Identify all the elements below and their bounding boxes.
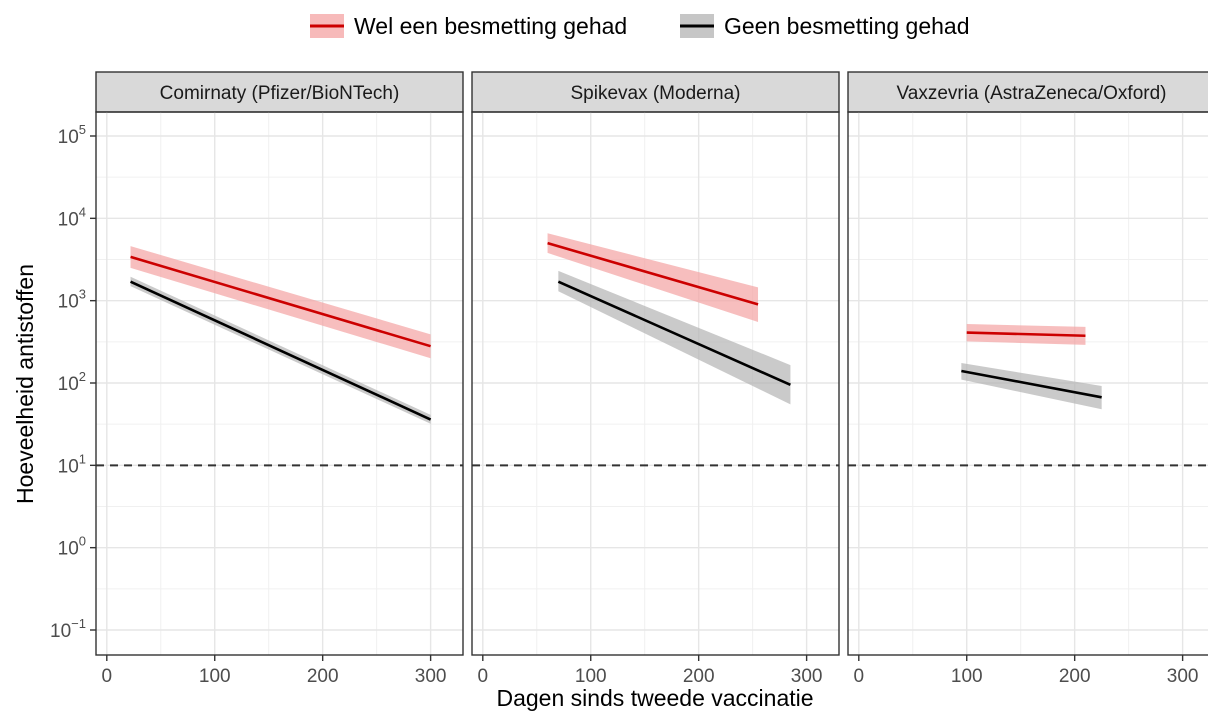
series-line (961, 369, 1102, 399)
x-tick-label: 100 (951, 666, 983, 687)
series-line (129, 280, 432, 421)
confidence-band (547, 233, 759, 323)
x-tick-label: 100 (199, 666, 231, 687)
panel-title: Spikevax (Moderna) (570, 83, 740, 104)
x-tick-label: 100 (575, 666, 607, 687)
panel-border (471, 111, 840, 656)
x-tick-label: 0 (478, 666, 489, 687)
panel-2: Spikevax (Moderna) 0 100 200 300 (471, 71, 840, 687)
y-tick-label: 100 (58, 534, 86, 560)
series-line (130, 255, 431, 348)
y-tick-label: 105 (58, 122, 86, 148)
panel-strip (471, 71, 840, 113)
y-tick-label: 104 (58, 204, 86, 230)
y-tick-label: 10−1 (50, 616, 86, 642)
x-axis-title: Dagen sinds tweede vaccinatie (496, 685, 813, 711)
panel-strip (847, 71, 1208, 113)
x-tick-label: 0 (102, 666, 113, 687)
y-axis: 10−1 100 101 102 103 104 105 (50, 122, 96, 642)
x-tick-label: 300 (415, 666, 447, 687)
y-tick-label: 103 (58, 287, 86, 313)
series-line (966, 331, 1086, 338)
confidence-band (961, 362, 1102, 410)
x-tick-label: 300 (1167, 666, 1199, 687)
series-group (961, 324, 1102, 410)
y-tick-label: 102 (58, 369, 86, 395)
x-tick-label: 200 (1059, 666, 1091, 687)
x-tick-label: 0 (854, 666, 865, 687)
legend-item-not-infected: Geen besmetting gehad (724, 13, 970, 39)
y-axis-title: Hoeveelheid antistoffen (12, 264, 38, 504)
series-group (547, 233, 791, 405)
legend: Wel een besmetting gehad Geen besmetting … (310, 13, 970, 39)
panel-1: Comirnaty (Pfizer/BioNTech) 0 100 200 300 (95, 71, 464, 687)
series-line (557, 280, 791, 387)
y-tick-label: 101 (58, 451, 86, 477)
series-group (129, 246, 432, 424)
x-tick-label: 300 (791, 666, 823, 687)
x-tick-label: 200 (683, 666, 715, 687)
confidence-band (558, 270, 791, 405)
panel-3: Vaxzevria (AstraZeneca/Oxford) 0 100 200 300 (847, 71, 1208, 687)
x-tick-label: 200 (307, 666, 339, 687)
series-line (547, 241, 759, 306)
panel-strip (95, 71, 464, 113)
legend-item-infected: Wel een besmetting gehad (354, 13, 627, 39)
panel-border (847, 111, 1208, 656)
panel-title: Comirnaty (Pfizer/BioNTech) (160, 83, 400, 104)
panel-title: Vaxzevria (AstraZeneca/Oxford) (897, 83, 1167, 104)
